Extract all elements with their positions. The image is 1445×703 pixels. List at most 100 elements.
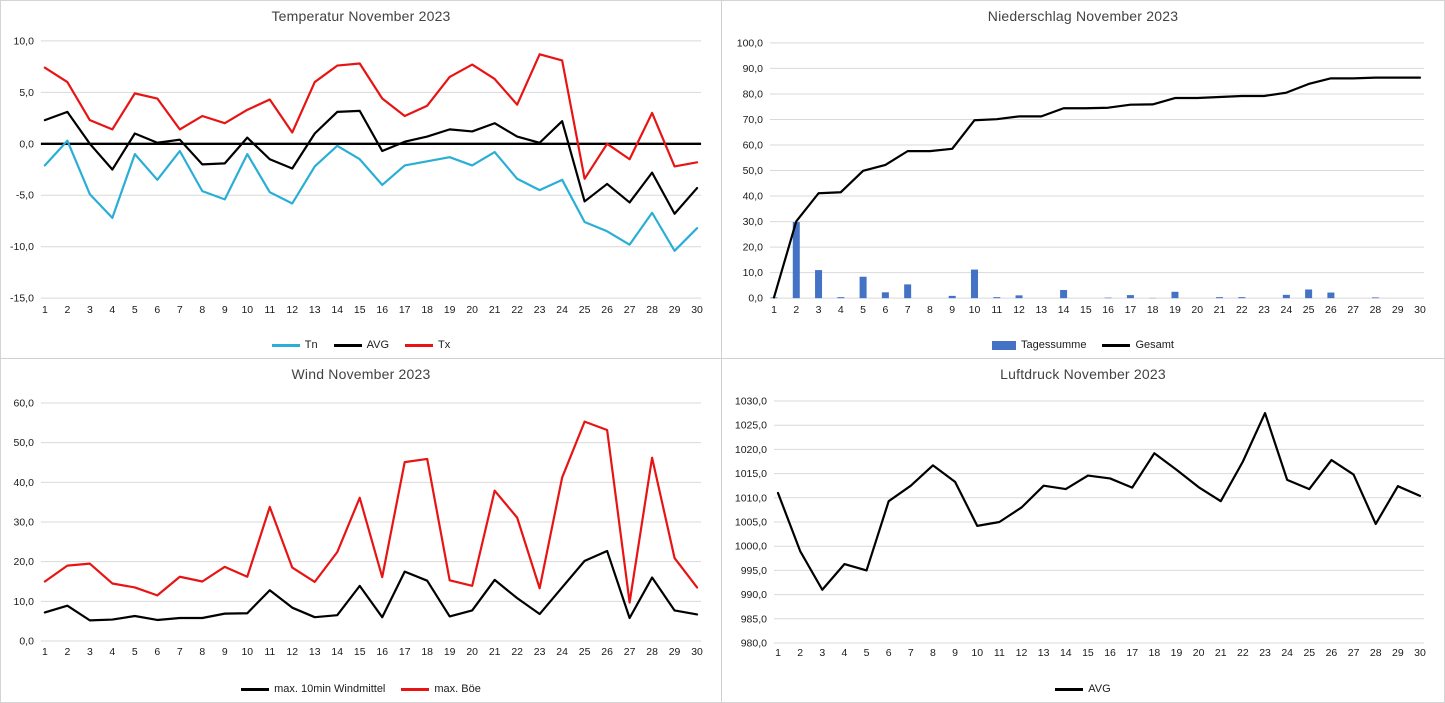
svg-text:22: 22 (1236, 305, 1248, 316)
tn-legend-marker (271, 343, 300, 347)
svg-text:9: 9 (952, 647, 958, 659)
gridlines (40, 402, 702, 642)
svg-text:1020,0: 1020,0 (735, 444, 767, 456)
svg-text:23: 23 (534, 647, 546, 658)
svg-text:21: 21 (489, 647, 501, 658)
svg-text:3: 3 (816, 305, 822, 316)
svg-text:24: 24 (1281, 647, 1293, 659)
line-series (776, 411, 1422, 591)
svg-text:12: 12 (286, 647, 298, 658)
tagessumme-legend-item: Tagessumme (992, 339, 1086, 351)
svg-text:16: 16 (1102, 305, 1114, 316)
svg-text:13: 13 (309, 647, 321, 658)
svg-text:2: 2 (64, 647, 70, 658)
svg-text:5: 5 (132, 305, 138, 316)
svg-text:6: 6 (154, 305, 160, 316)
wind-chart-title: Wind November 2023 (291, 366, 431, 382)
temperature-chart-title: Temperatur November 2023 (271, 8, 451, 24)
temperature-chart-svg: 10,05,00,0-5,0-10,0-15,01 2 3 4 5 6 7 8 9 10 11 12 1… (10, 36, 703, 316)
pressure-avg-legend-label: AVG (1088, 683, 1111, 695)
svg-text:23: 23 (1259, 647, 1271, 659)
axis-labels: 1030,0 1025,0 1020,0 1015,0 1010,0 1005,0 1000… (735, 396, 1426, 660)
line-series (43, 549, 699, 622)
windmittel-legend-label: max. 10min Windmittel (274, 683, 386, 695)
svg-text:6: 6 (154, 647, 160, 658)
svg-text:1: 1 (42, 305, 48, 316)
svg-text:-10,0: -10,0 (10, 242, 34, 253)
svg-text:16: 16 (376, 647, 388, 658)
tx-legend-label: Tx (438, 339, 451, 351)
svg-text:28: 28 (1370, 647, 1382, 659)
svg-text:17: 17 (399, 305, 411, 316)
svg-text:21: 21 (1214, 305, 1226, 316)
svg-text:26: 26 (601, 647, 613, 658)
svg-text:20: 20 (1193, 647, 1205, 659)
svg-text:1015,0: 1015,0 (735, 468, 767, 480)
svg-text:7: 7 (908, 647, 914, 659)
svg-text:18: 18 (421, 305, 433, 316)
svg-text:1000,0: 1000,0 (735, 541, 767, 553)
svg-text:1: 1 (775, 647, 781, 659)
svg-text:8: 8 (930, 647, 936, 659)
line-series (43, 53, 699, 180)
svg-text:30: 30 (1414, 305, 1426, 316)
svg-text:25: 25 (579, 305, 591, 316)
svg-text:3: 3 (819, 647, 825, 659)
wind-legend: max. 10min Windmittel max. Böe (1, 683, 721, 695)
svg-text:19: 19 (444, 305, 456, 316)
pressure-chart-svg: 1030,0 1025,0 1020,0 1015,0 1010,0 1005,0 1000… (735, 396, 1426, 660)
svg-text:24: 24 (1281, 305, 1293, 316)
svg-text:24: 24 (556, 647, 568, 658)
svg-text:30,0: 30,0 (743, 217, 764, 228)
svg-text:25: 25 (579, 647, 591, 658)
svg-text:1025,0: 1025,0 (735, 420, 767, 432)
svg-text:8: 8 (927, 305, 933, 316)
svg-text:18: 18 (1149, 647, 1161, 659)
svg-text:40,0: 40,0 (743, 192, 764, 203)
svg-text:11: 11 (264, 305, 275, 316)
svg-text:20: 20 (1191, 305, 1203, 316)
svg-text:14: 14 (331, 305, 343, 316)
svg-text:0,0: 0,0 (19, 636, 34, 647)
pressure-legend: AVG (722, 683, 1444, 695)
svg-text:16: 16 (376, 305, 388, 316)
svg-text:60,0: 60,0 (743, 140, 764, 151)
svg-text:6: 6 (882, 305, 888, 316)
svg-text:18: 18 (421, 647, 433, 658)
svg-text:20: 20 (466, 647, 478, 658)
svg-text:17: 17 (1126, 647, 1138, 659)
svg-text:25: 25 (1303, 647, 1315, 659)
svg-text:60,0: 60,0 (14, 398, 35, 409)
svg-text:100,0: 100,0 (737, 38, 763, 49)
svg-text:3: 3 (87, 305, 93, 316)
svg-text:7: 7 (177, 305, 183, 316)
precipitation-legend: Tagessumme Gesamt (722, 339, 1444, 351)
svg-text:28: 28 (646, 647, 658, 658)
tx-legend-item: Tx (405, 339, 450, 351)
svg-text:20,0: 20,0 (743, 243, 764, 254)
svg-text:17: 17 (1125, 305, 1137, 316)
svg-text:19: 19 (1171, 647, 1183, 659)
precipitation-panel: 100,0 90,0 80,0 70,0 60,0 50,0 40,0 30,0 20,0 10,… (722, 1, 1444, 359)
svg-text:21: 21 (1215, 647, 1227, 659)
svg-text:27: 27 (1347, 305, 1359, 316)
svg-text:5: 5 (132, 647, 138, 658)
svg-text:20: 20 (466, 305, 478, 316)
svg-text:5: 5 (860, 305, 866, 316)
svg-text:15: 15 (354, 305, 366, 316)
tagessumme-legend-label: Tagessumme (1021, 339, 1087, 351)
temperature-legend: Tn AVG Tx (1, 339, 721, 351)
svg-text:15: 15 (354, 647, 366, 658)
svg-text:18: 18 (1147, 305, 1159, 316)
svg-text:29: 29 (1392, 305, 1404, 316)
svg-text:985,0: 985,0 (741, 613, 767, 625)
svg-text:11: 11 (991, 305, 1002, 316)
pressure-avg-legend-item: AVG (1055, 683, 1111, 695)
svg-text:23: 23 (1258, 305, 1270, 316)
tx-legend-marker (405, 343, 434, 347)
gesamt-legend-item: Gesamt (1102, 339, 1174, 351)
svg-text:30: 30 (1414, 647, 1426, 659)
gridlines (774, 400, 1424, 644)
svg-text:21: 21 (489, 305, 501, 316)
avg-legend-marker (333, 343, 362, 347)
